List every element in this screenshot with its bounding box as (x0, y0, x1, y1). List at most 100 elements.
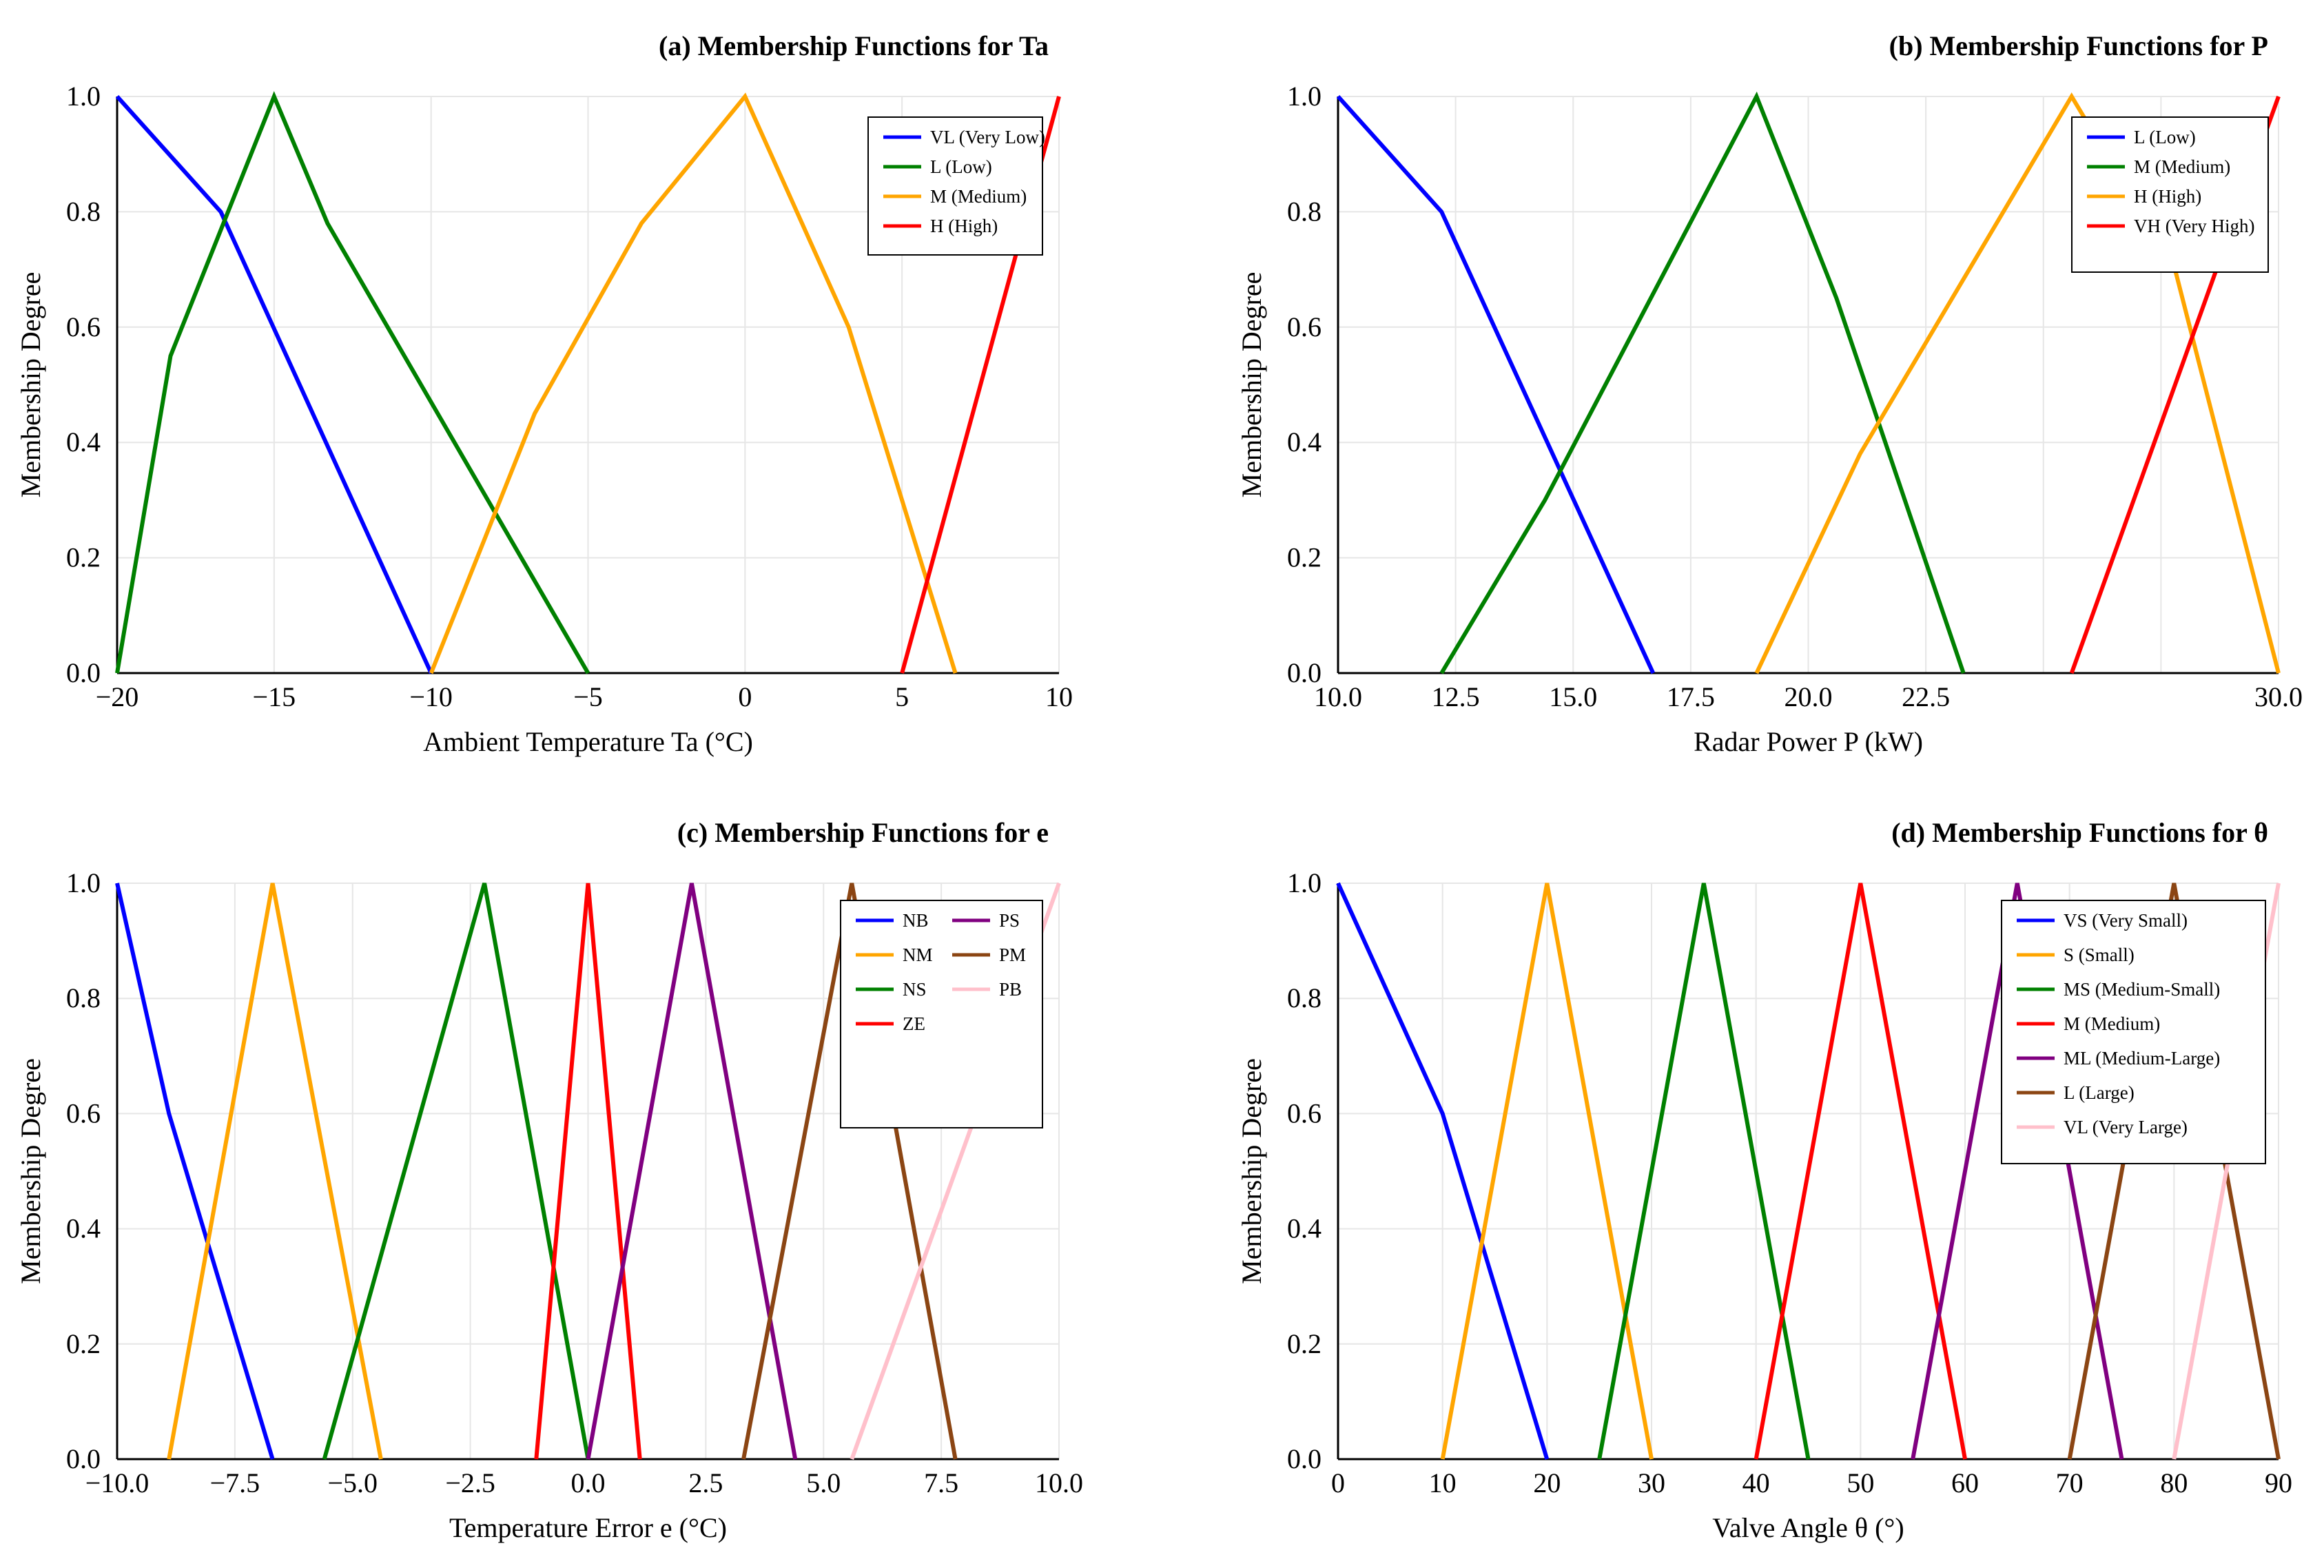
series-line-l (115, 91, 590, 674)
legend-label: PB (999, 979, 1022, 1000)
x-tick-label: 17.5 (1667, 681, 1715, 712)
y-axis-label: Membership Degree (1236, 1058, 1267, 1284)
x-tick-label: 0 (738, 681, 752, 712)
legend-label: L (Large) (2064, 1082, 2135, 1103)
x-axis-label: Temperature Error e (°C) (449, 1512, 727, 1543)
legend-label: L (Low) (2134, 127, 2196, 147)
x-tick-label: 90 (2265, 1467, 2292, 1498)
y-tick-label: 0.0 (1287, 1443, 1322, 1474)
chart-title: (b) Membership Functions for P (1889, 30, 2268, 61)
legend-label: VL (Very Low) (930, 127, 1045, 147)
legend-box (867, 116, 1043, 256)
x-tick-label: 5 (895, 681, 909, 712)
x-tick-label: 10 (1045, 681, 1073, 712)
series-line-ml (1911, 883, 2124, 1460)
y-axis-label: Membership Degree (1236, 272, 1267, 498)
x-tick-label: 60 (1951, 1467, 1979, 1498)
series-line-vl (115, 94, 433, 674)
legend: L (Low) M (Medium) H (High) VH (Very High) (2071, 116, 2269, 273)
y-tick-label: 0.4 (1287, 1213, 1322, 1244)
y-tick-label: 0.0 (1287, 657, 1322, 688)
y-tick-label: 1.0 (1287, 867, 1322, 898)
legend-box (840, 900, 1043, 1128)
legend-label: VL (Very Large) (2064, 1117, 2188, 1137)
x-tick-label: 12.5 (1432, 681, 1480, 712)
x-tick-label: −5 (573, 681, 603, 712)
x-axis-label: Ambient Temperature Ta (°C) (423, 726, 753, 757)
legend-label: NB (903, 910, 929, 931)
legend-label: L (Low) (930, 156, 992, 177)
x-tick-label: 40 (1742, 1467, 1770, 1498)
y-tick-label: 0.8 (66, 196, 101, 227)
x-tick-label: −5.0 (327, 1467, 378, 1498)
y-tick-label: 0.6 (1287, 1097, 1322, 1128)
y-tick-label: 0.0 (66, 1443, 101, 1474)
y-tick-label: 0.8 (1287, 196, 1322, 227)
x-tick-label: −15 (253, 681, 296, 712)
series-line-h (1754, 92, 2281, 674)
y-axis-label: Membership Degree (15, 272, 46, 498)
x-tick-label: 70 (2056, 1467, 2084, 1498)
x-tick-label: −10 (409, 681, 453, 712)
y-tick-label: 0.4 (66, 1213, 101, 1244)
y-tick-label: 0.6 (1287, 311, 1322, 342)
legend-label: H (High) (2134, 186, 2201, 207)
chart-title: (d) Membership Functions for θ (1891, 817, 2268, 848)
x-tick-label: 22.5 (1902, 681, 1950, 712)
x-tick-label: 7.5 (924, 1467, 958, 1498)
x-tick-label: 15.0 (1549, 681, 1597, 712)
y-tick-label: 1.0 (66, 81, 101, 112)
y-tick-label: 1.0 (66, 867, 101, 898)
chart-title: (a) Membership Functions for Ta (659, 30, 1049, 61)
series-line-vs (1336, 882, 1550, 1460)
legend-label: S (Small) (2064, 945, 2135, 965)
chart-panel-0: −20 −15 −10 −5 0 5 10 0.0 0.2 0.4 0.6 0.8 1.0 (a) Mem… (15, 30, 1073, 757)
legend-label: MS (Medium-Small) (2064, 979, 2220, 1000)
x-tick-label: 30.0 (2254, 681, 2303, 712)
y-tick-label: 0.8 (1287, 982, 1322, 1013)
y-tick-label: 0.6 (66, 311, 101, 342)
y-axis-label: Membership Degree (15, 1058, 46, 1284)
legend: NB NM NS ZE PS PM PB (840, 900, 1043, 1128)
x-tick-label: 10.0 (1035, 1467, 1083, 1498)
y-tick-label: 0.2 (1287, 542, 1322, 573)
y-tick-label: 0.0 (66, 657, 101, 688)
series-line-m (1754, 883, 1967, 1460)
legend-label: H (High) (930, 216, 998, 236)
y-tick-label: 0.8 (66, 982, 101, 1013)
y-tick-label: 0.4 (1287, 426, 1322, 457)
x-tick-label: 20.0 (1785, 681, 1833, 712)
x-axis-label: Radar Power P (kW) (1694, 726, 1923, 757)
legend-label: ML (Medium-Large) (2064, 1048, 2220, 1069)
x-tick-label: 10.0 (1314, 681, 1362, 712)
chart-title: (c) Membership Functions for e (677, 817, 1049, 848)
series-line-s (1440, 883, 1654, 1460)
x-tick-label: 30 (1638, 1467, 1665, 1498)
series-line-l (2067, 883, 2281, 1460)
x-tick-label: 80 (2160, 1467, 2188, 1498)
series-line-l (1336, 94, 1656, 674)
y-tick-label: 1.0 (1287, 81, 1322, 112)
x-tick-label: −7.5 (210, 1467, 260, 1498)
y-tick-label: 0.2 (66, 542, 101, 573)
x-tick-label: 20 (1533, 1467, 1561, 1498)
chart-panel-1: 10.0 12.5 15.0 17.5 20.0 22.5 30.0 0.0 0.2 0.4 0.6… (1236, 30, 2303, 757)
x-tick-label: 50 (1847, 1467, 1874, 1498)
x-tick-label: 5.0 (806, 1467, 841, 1498)
x-tick-label: 2.5 (688, 1467, 723, 1498)
legend-label: M (Medium) (2064, 1013, 2160, 1034)
legend: VL (Very Low) L (Low) M (Medium) H (High) (867, 116, 1045, 256)
y-tick-label: 0.6 (66, 1097, 101, 1128)
chart-panel-2: −10.0 −7.5 −5.0 −2.5 0.0 2.5 5.0 7.5 10.0 0.0 0.2 0… (15, 817, 1083, 1543)
series-line-ps (586, 883, 798, 1460)
legend-label: NS (903, 979, 927, 1000)
series-line-nm (167, 883, 383, 1460)
series-line-m (429, 92, 958, 674)
series-line-ms (1597, 883, 1811, 1460)
x-tick-label: 0.0 (571, 1467, 606, 1498)
x-tick-label: −20 (96, 681, 139, 712)
y-tick-label: 0.4 (66, 426, 101, 457)
y-tick-label: 0.2 (66, 1328, 101, 1359)
chart-panel-3: 0 10 20 30 40 50 60 70 80 90 0.0 0.2 0.4 0.6 0.8 1.0 (d)… (1236, 817, 2292, 1543)
legend-label: NM (903, 945, 933, 965)
